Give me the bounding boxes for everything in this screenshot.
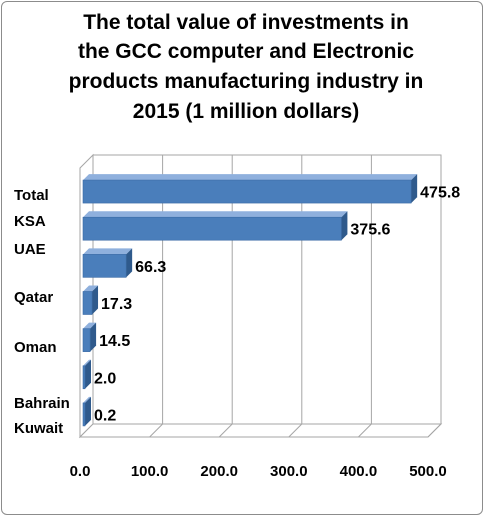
value-label: 17.3 xyxy=(101,296,132,313)
bar-front xyxy=(82,402,86,427)
gridline-floor xyxy=(288,423,303,438)
gridline-floor xyxy=(218,423,233,438)
bar-front xyxy=(82,254,127,278)
value-label: 14.5 xyxy=(99,333,130,350)
bar-front xyxy=(82,179,412,204)
bar-front xyxy=(82,328,91,352)
x-axis-tick-labels: 0.0 100.0 200.0 300.0 400.0 500.0 xyxy=(70,463,447,480)
category-label: Oman xyxy=(14,339,57,356)
bar-side xyxy=(90,322,97,352)
chart-title-line-2: the GCC computer and Electronic xyxy=(78,40,414,63)
value-label: 66.3 xyxy=(135,259,166,276)
bar-top xyxy=(83,396,91,403)
bar xyxy=(82,359,91,390)
bar-side xyxy=(92,285,99,315)
bar-front xyxy=(82,216,342,241)
bar-top xyxy=(83,174,418,181)
bar-side xyxy=(85,359,91,389)
bar-top xyxy=(83,359,91,366)
category-label: Total xyxy=(14,187,49,204)
x-tick-label: 0.0 xyxy=(70,463,91,480)
category-label: Qatar xyxy=(14,289,53,306)
bar xyxy=(82,322,97,352)
x-tick-label: 500.0 xyxy=(409,463,447,480)
bar xyxy=(82,174,418,204)
bar xyxy=(82,211,348,241)
bar-top xyxy=(83,211,348,218)
chart-title-line-1: The total value of investments in xyxy=(83,11,409,34)
value-label: 2.0 xyxy=(94,370,116,387)
category-label: Kuwait xyxy=(14,420,63,437)
chart-title: The total value of investments in the GC… xyxy=(69,11,424,123)
value-label: 0.2 xyxy=(94,407,116,424)
gridline-floor xyxy=(427,423,442,438)
bar-front xyxy=(82,365,86,390)
bar-front xyxy=(82,291,93,315)
bar xyxy=(82,285,99,315)
category-labels: Total KSA UAE Qatar Oman Bahrain Kuwait xyxy=(14,187,70,437)
category-label: Bahrain xyxy=(14,395,70,412)
bar xyxy=(82,396,91,427)
x-tick-label: 400.0 xyxy=(340,463,378,480)
floor xyxy=(78,423,443,438)
x-tick-label: 300.0 xyxy=(270,463,308,480)
category-label: UAE xyxy=(14,241,46,258)
bars xyxy=(82,174,418,427)
chart-title-line-3: products manufacturing industry in xyxy=(69,70,424,93)
value-label: 375.6 xyxy=(350,222,390,239)
bar-side xyxy=(126,248,133,278)
gridline-floor xyxy=(149,423,163,438)
value-label: 475.8 xyxy=(420,185,460,202)
bar xyxy=(82,248,133,278)
bar-top xyxy=(83,248,133,255)
bar-top xyxy=(83,322,97,329)
bar-side xyxy=(411,174,418,204)
x-tick-label: 100.0 xyxy=(131,463,169,480)
bar-side xyxy=(85,396,91,426)
chart-title-line-4: 2015 (1 million dollars) xyxy=(133,100,359,123)
bar-top xyxy=(83,285,99,292)
gridline-floor xyxy=(358,423,372,438)
x-tick-label: 200.0 xyxy=(200,463,238,480)
value-labels: 475.8 375.6 66.3 17.3 14.5 2.0 0.2 xyxy=(94,185,460,425)
bar-side xyxy=(341,211,348,241)
category-label: KSA xyxy=(14,213,46,230)
